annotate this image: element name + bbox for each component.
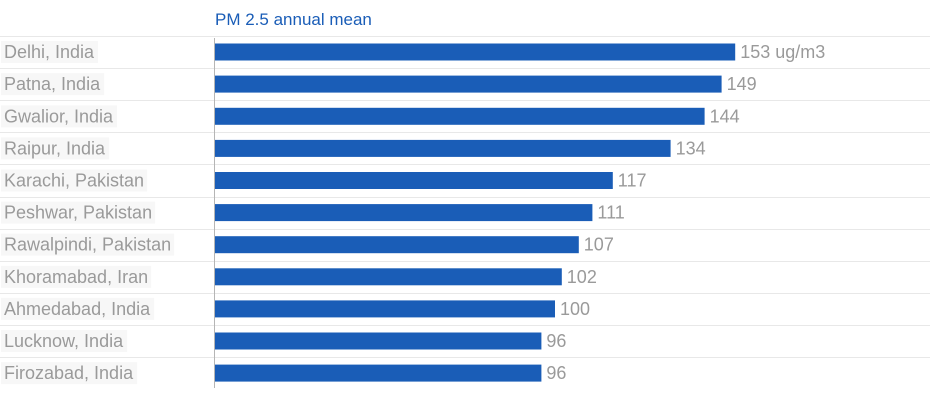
value-label: 111	[597, 203, 624, 223]
category-label: Rawalpindi, Pakistan	[4, 235, 171, 255]
bar	[215, 172, 613, 189]
value-label: 149	[727, 74, 757, 94]
category-label-bg	[1, 105, 117, 128]
bar	[215, 107, 705, 125]
category-label: Lucknow, India	[4, 331, 124, 351]
bars	[215, 43, 736, 382]
category-labels: Delhi, India Patna, India Gwalior, India Ra…	[4, 42, 171, 383]
value-label: 96	[546, 331, 566, 351]
bar	[215, 75, 722, 93]
value-label: 144	[710, 106, 740, 126]
bar	[215, 268, 562, 286]
category-label: Khoramabad, Iran	[4, 267, 148, 287]
chart-title: PM 2.5 annual mean	[215, 10, 372, 29]
value-label: 107	[584, 235, 614, 255]
value-label: 134	[676, 138, 706, 158]
category-label: Gwalior, India	[4, 106, 114, 126]
value-label: 100	[560, 299, 590, 319]
value-label: 96	[546, 363, 566, 383]
bar	[215, 204, 593, 222]
bar	[215, 139, 671, 157]
value-label: 153 ug/m3	[740, 42, 825, 62]
category-label: Ahmedabad, India	[4, 299, 151, 319]
category-label: Karachi, Pakistan	[4, 171, 144, 191]
category-label: Peshwar, Pakistan	[4, 203, 152, 223]
bar	[215, 300, 555, 318]
category-label-backgrounds	[1, 41, 175, 385]
bar	[215, 43, 736, 61]
value-label: 117	[618, 171, 647, 191]
category-label-bg	[1, 265, 152, 288]
bar	[215, 332, 542, 350]
category-label: Patna, India	[4, 74, 101, 94]
category-label-bg	[1, 297, 155, 320]
category-label-bg	[1, 201, 156, 224]
category-label: Delhi, India	[4, 42, 95, 62]
bar	[215, 236, 579, 254]
category-label-bg	[1, 137, 110, 160]
category-label-bg	[1, 41, 98, 63]
category-label-bg	[1, 169, 148, 192]
category-label-bg	[1, 73, 105, 96]
value-label: 102	[567, 267, 597, 287]
bar	[215, 364, 542, 382]
gridlines	[0, 36, 930, 358]
category-label: Firozabad, India	[4, 363, 134, 383]
category-label-bg	[1, 330, 128, 352]
category-label: Raipur, India	[4, 138, 106, 158]
category-label-bg	[1, 362, 138, 385]
category-label-bg	[1, 233, 175, 256]
